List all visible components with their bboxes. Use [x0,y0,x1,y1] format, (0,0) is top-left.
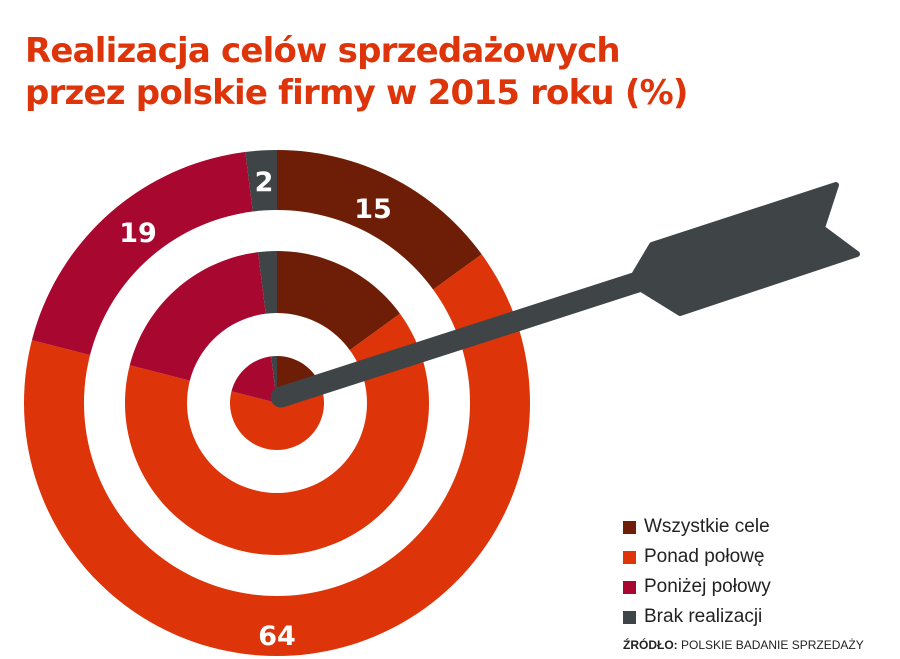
legend-item-wszystkie-cele: Wszystkie cele [623,512,771,542]
legend-swatch [623,580,636,594]
legend-item-brak-realizacji: Brak realizacji [623,602,771,632]
slice-ponizej-polowy [23,150,277,403]
source-text: POLSKIE BADANIE SPRZEDAŻY [681,638,864,652]
legend-swatch [623,610,636,624]
label-wszystkie-cele: 15 [354,194,392,225]
legend-item-ponizej-polowy: Poniżej połowy [623,572,771,602]
legend-swatch [623,550,636,564]
legend-label: Ponad połowę [644,546,765,567]
label-ponad-polowe: 64 [258,621,296,652]
label-brak-realizacji: 2 [255,167,274,198]
legend-swatch [623,520,636,534]
legend-label: Brak realizacji [644,606,763,627]
chart-title: Realizacja celów sprzedażowych przez pol… [25,30,688,114]
legend-item-ponad-polowe: Ponad połowę [623,542,771,572]
label-ponizej-polowy: 19 [119,218,157,249]
chart-title-line-2: przez polskie firmy w 2015 roku (%) [25,73,688,113]
pie-slices [23,150,530,656]
legend: Wszystkie cele Ponad połowę Poniżej poło… [623,512,771,632]
legend-label: Wszystkie cele [644,516,770,537]
chart-title-line-1: Realizacja celów sprzedażowych [25,31,621,71]
source-note: ŹRÓDŁO: POLSKIE BADANIE SPRZEDAŻY [623,638,864,652]
legend-label: Poniżej połowy [644,576,771,597]
arrow-icon [270,182,860,408]
source-prefix: ŹRÓDŁO: [623,638,678,652]
slice-brak-realizacji [239,150,277,403]
